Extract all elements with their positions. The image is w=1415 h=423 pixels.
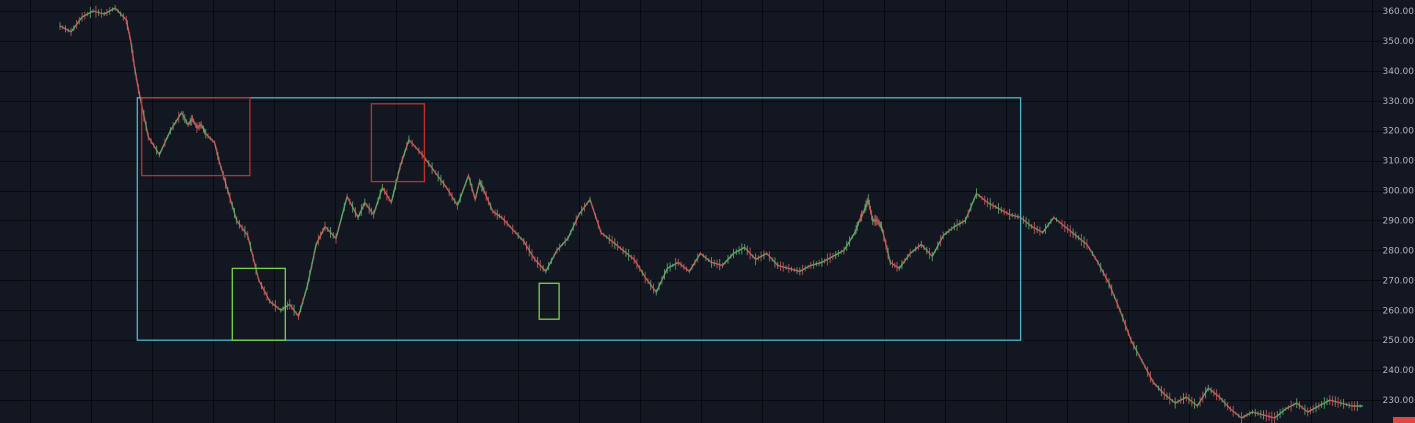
grid: [0, 0, 1385, 423]
y-tick-label: 230.00: [1383, 396, 1415, 406]
price-tag-marker: [1393, 417, 1415, 423]
drawing-annotations: [136, 97, 1022, 341]
y-tick-label: 340.00: [1383, 67, 1415, 77]
y-tick-label: 240.00: [1383, 366, 1415, 376]
y-tick-label: 250.00: [1383, 336, 1415, 346]
y-tick-label: 300.00: [1383, 187, 1415, 197]
y-tick-label: 270.00: [1383, 276, 1415, 286]
y-axis-labels: 230.00 240.00 250.00 260.00 270.00 280.00 290.…: [1383, 7, 1415, 406]
y-tick-label: 350.00: [1383, 37, 1415, 47]
y-tick-label: 310.00: [1383, 157, 1415, 167]
annotation-rectangle-0[interactable]: [136, 97, 1022, 341]
annotation-rectangle-1[interactable]: [141, 97, 251, 177]
y-tick-label: 290.00: [1383, 217, 1415, 227]
annotation-rectangle-2[interactable]: [370, 103, 426, 183]
y-tick-label: 260.00: [1383, 306, 1415, 316]
price-series: [59, 4, 1363, 423]
annotation-rectangle-3[interactable]: [231, 267, 286, 341]
price-scale[interactable]: [1385, 0, 1415, 423]
y-tick-label: 330.00: [1383, 97, 1415, 107]
y-tick-label: 280.00: [1383, 246, 1415, 256]
y-tick-label: 320.00: [1383, 127, 1415, 137]
annotation-rectangle-4[interactable]: [538, 282, 560, 320]
y-tick-label: 360.00: [1383, 7, 1415, 17]
